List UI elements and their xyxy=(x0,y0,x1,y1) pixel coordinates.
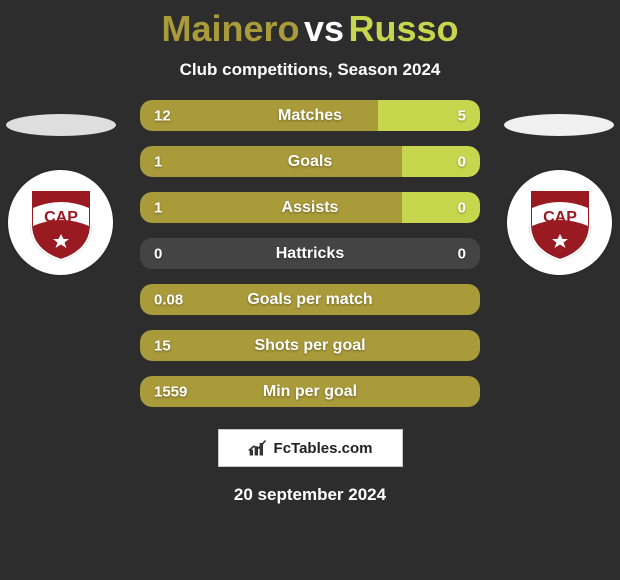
stat-label: Assists xyxy=(140,199,480,217)
club-badge-text-left: CAP xyxy=(44,209,78,226)
player-left-club-badge: CAP xyxy=(8,170,113,275)
player-right-club-badge: CAP xyxy=(507,170,612,275)
stat-row: 10Assists xyxy=(140,192,480,223)
player-left-nationality-icon xyxy=(6,114,116,136)
subtitle: Club competitions, Season 2024 xyxy=(0,60,620,80)
club-shield-icon: CAP xyxy=(526,184,594,262)
comparison-title: Mainero vs Russo xyxy=(0,0,620,54)
stat-row: 125Matches xyxy=(140,100,480,131)
stat-label: Matches xyxy=(140,107,480,125)
stat-row: 15Shots per goal xyxy=(140,330,480,361)
player-right-nationality-icon xyxy=(504,114,614,136)
stat-bars: 125Matches 10Goals 10Assists 00Hattricks 0.0… xyxy=(140,100,480,407)
club-badge-text-right: CAP xyxy=(543,209,577,226)
stat-label: Hattricks xyxy=(140,245,480,263)
stat-label: Min per goal xyxy=(140,383,480,401)
player-left-name: Mainero xyxy=(161,8,299,49)
player-right-name: Russo xyxy=(348,8,458,49)
credit-text: FcTables.com xyxy=(274,440,373,457)
club-shield-icon: CAP xyxy=(27,184,95,262)
stat-row: 0.08Goals per match xyxy=(140,284,480,315)
comparison-panel: CAP CAP 125Matches 10Goals 10Assists 00Hatt… xyxy=(0,100,620,505)
chart-icon xyxy=(248,439,268,457)
stat-label: Goals per match xyxy=(140,291,480,309)
stat-row: 00Hattricks xyxy=(140,238,480,269)
stat-label: Shots per goal xyxy=(140,337,480,355)
vs-text: vs xyxy=(304,8,344,49)
stat-label: Goals xyxy=(140,153,480,171)
stat-row: 10Goals xyxy=(140,146,480,177)
date-text: 20 september 2024 xyxy=(0,485,620,505)
credit-badge: FcTables.com xyxy=(218,429,403,467)
stat-row: 1559Min per goal xyxy=(140,376,480,407)
